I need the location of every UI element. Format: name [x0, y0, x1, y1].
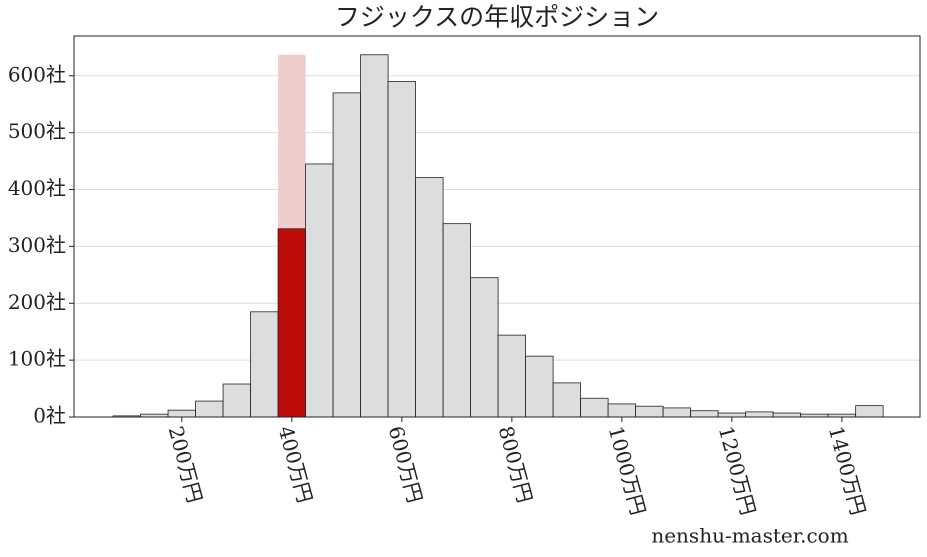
bar	[442, 223, 471, 418]
bar	[772, 412, 802, 418]
watermark: nenshu-master.com	[651, 524, 848, 548]
bar	[525, 355, 554, 418]
chart-title: フジックスの年収ポジション	[335, 3, 659, 32]
y-tick-label: 400社	[8, 176, 66, 200]
bar	[305, 163, 334, 418]
bar	[167, 409, 196, 418]
bar	[195, 400, 224, 418]
bar	[855, 405, 884, 418]
bar	[607, 403, 637, 418]
y-tick-label: 200社	[8, 290, 66, 314]
y-tick-label: 600社	[8, 62, 66, 86]
bar	[635, 405, 664, 418]
bar	[332, 92, 361, 418]
bar	[415, 177, 444, 418]
bar	[580, 397, 609, 418]
bar	[717, 412, 747, 418]
bar	[662, 407, 692, 418]
y-tick-label: 0社	[33, 404, 66, 428]
bar	[277, 228, 306, 418]
x-tick-label: 200万円	[164, 424, 207, 506]
bar	[387, 81, 416, 418]
x-tick-label: 1200万円	[714, 424, 761, 518]
bar	[360, 54, 389, 418]
bar	[552, 382, 582, 418]
x-tick-label: 600万円	[384, 424, 427, 506]
x-tick-label: 400万円	[274, 424, 317, 506]
x-tick-label: 800万円	[494, 424, 537, 506]
x-tick-label: 1000万円	[604, 424, 651, 518]
bar	[497, 334, 527, 418]
bar	[690, 410, 719, 418]
y-tick-label: 500社	[8, 119, 66, 143]
plot-frame	[73, 35, 921, 418]
y-tick-label: 100社	[8, 347, 66, 371]
bar	[470, 277, 499, 418]
x-tick-label: 1400万円	[824, 424, 871, 518]
bar	[745, 411, 774, 418]
bar	[222, 383, 251, 418]
y-tick-label: 300社	[8, 233, 66, 257]
bar	[250, 311, 279, 418]
